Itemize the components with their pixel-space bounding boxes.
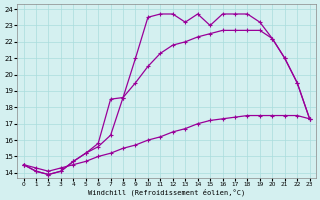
X-axis label: Windchill (Refroidissement éolien,°C): Windchill (Refroidissement éolien,°C) <box>88 188 245 196</box>
